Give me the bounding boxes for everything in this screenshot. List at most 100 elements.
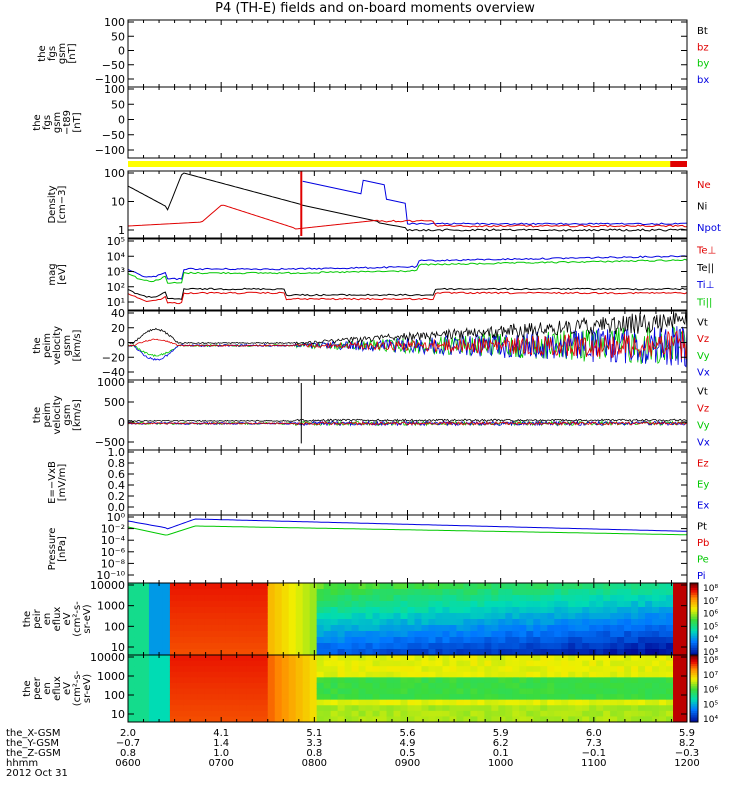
density-ylabel: Density [cm−3] <box>47 185 68 223</box>
spectrogram-cell <box>631 655 639 662</box>
legend-entry: Pb <box>697 538 709 549</box>
spectrogram-cell <box>638 589 646 596</box>
spectrogram-cell <box>225 595 234 602</box>
spectrogram-cell <box>463 682 471 689</box>
spectrogram-cell <box>183 688 192 695</box>
spectrogram-cell <box>372 699 381 706</box>
spectrogram-cell <box>330 710 339 717</box>
spectrogram-cell <box>190 705 199 712</box>
spectrogram-cell <box>484 607 492 614</box>
spectrogram-cell <box>232 660 241 667</box>
spectrogram-cell <box>491 710 499 717</box>
spectrogram-cell <box>148 660 157 667</box>
spectrogram-cell <box>561 710 569 717</box>
density-series-npot <box>302 179 688 226</box>
spectrogram-cell <box>190 583 199 590</box>
spectrogram-cell <box>533 601 541 608</box>
spectrogram-cell <box>267 613 276 620</box>
spectrogram-cell <box>666 595 674 602</box>
spectrogram-cell <box>652 619 660 626</box>
spectrogram-cell <box>673 671 681 678</box>
spectrogram-cell <box>128 682 136 689</box>
spectrogram-cell <box>617 619 625 626</box>
spectrogram-cell <box>239 589 248 596</box>
spectrogram-cell <box>218 607 227 614</box>
colorbar-cell <box>690 602 698 606</box>
spectrogram-cell <box>421 671 429 678</box>
spectrogram-cell <box>365 595 374 602</box>
spectrogram-cell <box>666 631 674 638</box>
spectrogram-cell <box>442 643 450 650</box>
spectrogram-cell <box>295 677 304 684</box>
spectrogram-cell <box>442 607 450 614</box>
spectrogram-cell <box>128 583 136 590</box>
spectrogram-cell <box>309 589 318 596</box>
spectrogram-cell <box>176 671 185 678</box>
spectrogram-cell <box>169 649 178 656</box>
spectrogram-cell <box>617 607 625 614</box>
spectrogram-cell <box>666 607 674 614</box>
spectrogram-cell <box>302 601 311 608</box>
spectrogram-cell <box>253 643 262 650</box>
spectrogram-cell <box>470 649 478 656</box>
spectrogram-cell <box>596 688 604 695</box>
x-axis-value: 5.9 <box>679 728 695 739</box>
spectrogram-cell <box>617 589 625 596</box>
spectrogram-cell <box>421 688 429 695</box>
spectrogram-cell <box>519 671 527 678</box>
spectrogram-cell <box>547 710 555 717</box>
spectrogram-cell <box>155 671 164 678</box>
spectrogram-cell <box>498 677 506 684</box>
spectrogram-cell <box>547 660 555 667</box>
spectrogram-cell <box>148 671 157 678</box>
spectrogram-cell <box>519 607 527 614</box>
spectrogram-cell <box>358 643 367 650</box>
spectrogram-cell <box>624 595 632 602</box>
spectrogram-cell <box>260 625 269 632</box>
spectrogram-cell <box>183 601 192 608</box>
spectrogram-cell <box>498 660 506 667</box>
spectrogram-cell <box>519 613 527 620</box>
spectrogram-cell <box>428 631 436 638</box>
spectrogram-cell <box>533 699 541 706</box>
spectrogram-cell <box>239 705 248 712</box>
spectrogram-cell <box>218 694 227 701</box>
colorbar-cell <box>690 583 698 586</box>
spectrogram-cell <box>260 619 269 626</box>
spectrogram-cell <box>218 613 227 620</box>
spectrogram-cell <box>589 613 597 620</box>
spectrogram-cell <box>533 637 541 644</box>
spectrogram-cell <box>421 601 429 608</box>
spectrogram-cell <box>575 660 583 667</box>
spectrogram-cell <box>134 716 143 723</box>
spectrogram-cell <box>323 671 332 678</box>
spectrogram-cell <box>183 649 192 656</box>
spectrogram-cell <box>435 589 443 596</box>
spectrogram-cell <box>253 705 262 712</box>
spectrogram-cell <box>673 682 681 689</box>
x-axis-value: 1.4 <box>213 738 229 749</box>
spectrogram-cell <box>253 595 262 602</box>
spectrogram-cell <box>141 699 150 706</box>
spectrogram-cell <box>540 666 548 673</box>
spectrogram-cell <box>673 710 681 717</box>
spectrogram-cell <box>225 643 234 650</box>
spectrogram-cell <box>568 705 576 712</box>
spectrogram-cell <box>316 705 325 712</box>
spectrogram-cell <box>617 671 625 678</box>
spectrogram-cell <box>659 613 667 620</box>
spectrogram-cell <box>400 705 408 712</box>
spectrogram-cell <box>554 607 562 614</box>
spectrogram-cell <box>652 694 660 701</box>
spectrogram-cell <box>141 649 150 656</box>
spectrogram-cell <box>246 699 255 706</box>
spectrogram-cell <box>575 710 583 717</box>
spectrogram-cell <box>134 643 143 650</box>
colorbar-cell <box>690 704 698 707</box>
colorbar-cell <box>690 626 698 630</box>
spectrogram-cell <box>407 595 415 602</box>
spectrogram-cell <box>337 699 346 706</box>
spectrogram-cell <box>631 710 639 717</box>
spectrogram-cell <box>183 660 192 667</box>
spectrogram-cell <box>498 710 506 717</box>
